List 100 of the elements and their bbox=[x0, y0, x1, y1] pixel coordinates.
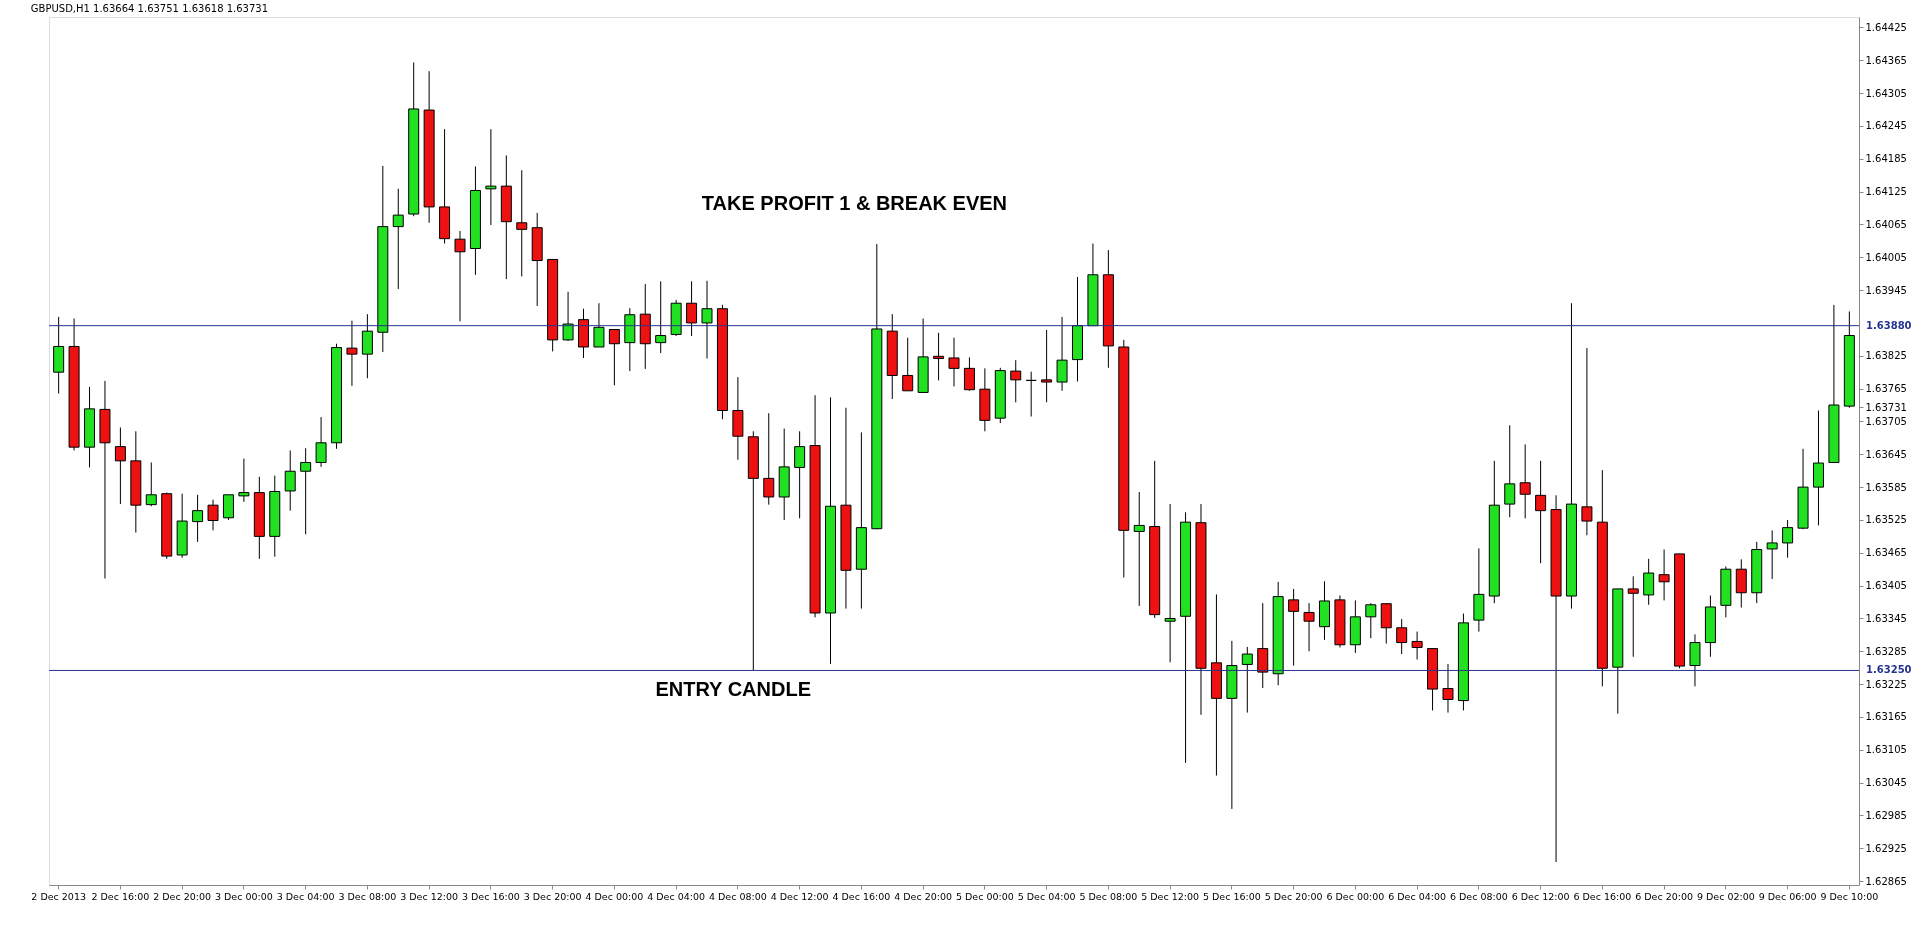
candlestick bbox=[361, 313, 373, 379]
y-tick-label: 1.63105 bbox=[1865, 744, 1907, 756]
candlestick bbox=[114, 426, 126, 505]
y-tick-label: 1.64125 bbox=[1865, 186, 1907, 198]
candlestick bbox=[300, 447, 312, 535]
y-tick-label: 1.63525 bbox=[1865, 514, 1907, 526]
candlestick bbox=[1025, 371, 1037, 418]
y-tick-label: 1.63345 bbox=[1865, 612, 1907, 624]
candlestick bbox=[1766, 529, 1778, 580]
x-tick-label: 6 Dec 12:00 bbox=[1511, 890, 1570, 902]
candlestick bbox=[701, 280, 713, 360]
candlestick bbox=[346, 320, 358, 387]
x-tick-label: 4 Dec 12:00 bbox=[770, 890, 829, 902]
x-tick-label: 5 Dec 12:00 bbox=[1141, 890, 1200, 902]
candlestick bbox=[608, 329, 620, 386]
candlestick bbox=[1643, 558, 1655, 606]
y-tick-label: 1.63825 bbox=[1865, 350, 1907, 362]
x-tick-label: 6 Dec 20:00 bbox=[1635, 890, 1694, 902]
candlestick bbox=[794, 430, 806, 519]
y-tick-label: 1.64425 bbox=[1865, 21, 1907, 33]
x-tick-label: 5 Dec 08:00 bbox=[1079, 890, 1138, 902]
candlestick bbox=[1056, 316, 1068, 392]
candlestick bbox=[686, 280, 698, 337]
candlestick bbox=[454, 230, 466, 322]
candlestick bbox=[763, 412, 775, 506]
x-tick-label: 5 Dec 00:00 bbox=[955, 890, 1014, 902]
y-tick-label: 1.64365 bbox=[1865, 54, 1907, 66]
x-tick-label: 3 Dec 16:00 bbox=[461, 890, 520, 902]
x-tick-label: 4 Dec 04:00 bbox=[647, 890, 706, 902]
y-tick-label: 1.63405 bbox=[1865, 580, 1907, 592]
candlestick bbox=[562, 291, 574, 342]
candlestick bbox=[1782, 519, 1794, 559]
x-tick-label: 2 Dec 16:00 bbox=[91, 890, 150, 902]
y-tick-label: 1.63225 bbox=[1865, 678, 1907, 690]
candlestick bbox=[1164, 503, 1176, 663]
x-tick-label: 3 Dec 04:00 bbox=[276, 890, 335, 902]
candlestick bbox=[655, 280, 667, 354]
y-tick-label: 1.62925 bbox=[1865, 842, 1907, 854]
candlestick bbox=[933, 332, 945, 381]
y-tick-label: 1.63465 bbox=[1865, 547, 1907, 559]
candlestick bbox=[902, 337, 914, 392]
candlestick bbox=[593, 302, 605, 348]
y-tick-label: 1.64305 bbox=[1865, 87, 1907, 99]
x-tick-label: 9 Dec 10:00 bbox=[1820, 890, 1879, 902]
y-tick-label: 1.64185 bbox=[1865, 153, 1907, 165]
x-tick-label: 9 Dec 06:00 bbox=[1758, 890, 1817, 902]
candlestick bbox=[192, 494, 204, 543]
candlestick bbox=[1442, 663, 1454, 714]
x-tick-label: 4 Dec 16:00 bbox=[832, 890, 891, 902]
x-tick-label: 3 Dec 08:00 bbox=[338, 890, 397, 902]
y-tick-label: 1.62865 bbox=[1865, 875, 1907, 887]
ref-line-label: 1.63880 bbox=[1866, 319, 1912, 331]
annotation: ENTRY CANDLE bbox=[655, 677, 811, 700]
candlestick bbox=[222, 494, 234, 521]
candlestick bbox=[1303, 602, 1315, 652]
annotation: TAKE PROFIT 1 & BREAK EVEN bbox=[701, 191, 1008, 214]
y-tick-label: 1.64005 bbox=[1865, 251, 1907, 263]
x-tick-label: 4 Dec 00:00 bbox=[585, 890, 644, 902]
candlestick bbox=[1735, 558, 1747, 609]
x-tick-label: 2 Dec 20:00 bbox=[153, 890, 212, 902]
y-tick-label: 1.63765 bbox=[1865, 383, 1907, 395]
candlestick bbox=[1535, 460, 1547, 564]
x-tick-label: 6 Dec 04:00 bbox=[1388, 890, 1447, 902]
candlestick bbox=[238, 458, 250, 503]
y-tick-label: 1.63645 bbox=[1865, 448, 1907, 460]
y-tick-label: 1.64245 bbox=[1865, 120, 1907, 132]
candlestick bbox=[516, 169, 528, 277]
candlestick bbox=[284, 449, 296, 512]
x-tick-label: 2 Dec 2013 bbox=[31, 890, 86, 902]
x-tick-label: 4 Dec 08:00 bbox=[708, 890, 767, 902]
chart-title: GBPUSD,H1 1.63664 1.63751 1.63618 1.63731 bbox=[30, 3, 269, 14]
x-tick-label: 6 Dec 00:00 bbox=[1326, 890, 1385, 902]
candlestick bbox=[315, 416, 327, 468]
candlestick bbox=[1288, 588, 1300, 667]
candlestick bbox=[1689, 633, 1701, 687]
ref-line-label: 1.63250 bbox=[1866, 664, 1912, 676]
x-tick-label: 6 Dec 08:00 bbox=[1449, 890, 1508, 902]
y-tick-label: 1.63585 bbox=[1865, 481, 1907, 493]
x-tick-label: 3 Dec 00:00 bbox=[214, 890, 273, 902]
x-tick-label: 9 Dec 02:00 bbox=[1696, 890, 1755, 902]
candlestick bbox=[1396, 618, 1408, 655]
x-tick-label: 6 Dec 16:00 bbox=[1573, 890, 1632, 902]
candlestick bbox=[948, 337, 960, 387]
candlestick bbox=[963, 356, 975, 392]
candlestick bbox=[1411, 631, 1423, 661]
candlestick bbox=[1658, 549, 1670, 601]
x-tick-label: 5 Dec 16:00 bbox=[1202, 890, 1261, 902]
candlestick bbox=[145, 461, 157, 507]
y-tick-label: 1.62985 bbox=[1865, 809, 1907, 821]
candlestick bbox=[207, 499, 219, 531]
candlestick bbox=[1257, 602, 1269, 689]
y-tick-label: 1.63045 bbox=[1865, 777, 1907, 789]
y-tick-label: 1.63165 bbox=[1865, 711, 1907, 723]
candlestick bbox=[1241, 646, 1253, 714]
x-tick-label: 5 Dec 20:00 bbox=[1264, 890, 1323, 902]
x-tick-label: 5 Dec 04:00 bbox=[1017, 890, 1076, 902]
candlestick bbox=[1627, 575, 1639, 658]
y-tick-label: 1.63945 bbox=[1865, 284, 1907, 296]
candlestick bbox=[1581, 347, 1593, 536]
candlestick bbox=[1133, 491, 1145, 607]
